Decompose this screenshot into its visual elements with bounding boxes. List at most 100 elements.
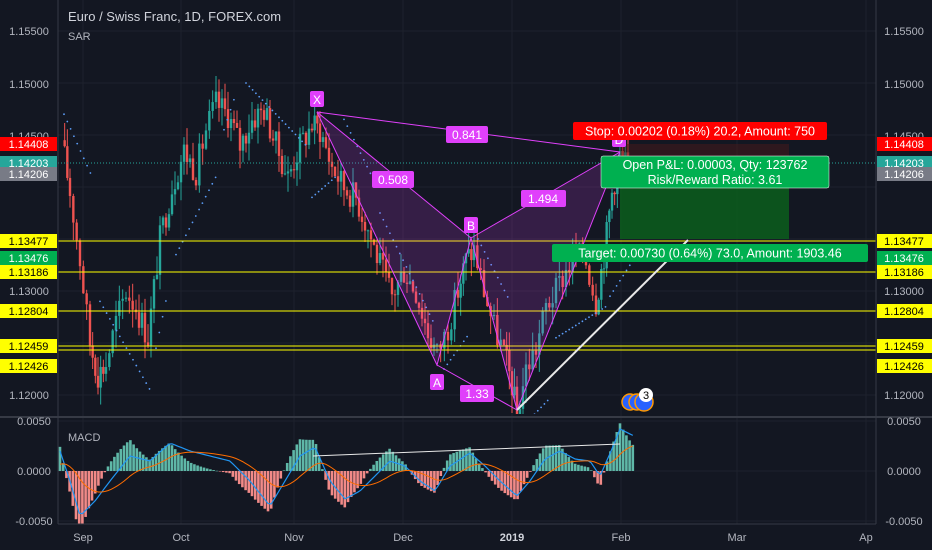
candle[interactable] bbox=[194, 177, 198, 191]
candle[interactable] bbox=[405, 274, 409, 293]
candle[interactable] bbox=[283, 155, 287, 176]
candle[interactable] bbox=[220, 89, 224, 126]
candle[interactable] bbox=[82, 260, 85, 294]
candle[interactable] bbox=[247, 114, 251, 161]
candle[interactable] bbox=[191, 142, 195, 181]
candle[interactable] bbox=[137, 294, 141, 336]
candle[interactable] bbox=[378, 237, 382, 266]
candle[interactable] bbox=[182, 137, 186, 175]
candle[interactable] bbox=[496, 298, 499, 349]
candle[interactable] bbox=[423, 302, 427, 335]
sar-indicator-label[interactable]: SAR bbox=[68, 31, 91, 43]
candle[interactable] bbox=[176, 175, 180, 191]
candle[interactable] bbox=[232, 110, 236, 131]
candle[interactable] bbox=[140, 302, 144, 336]
candle[interactable] bbox=[241, 133, 245, 163]
candle[interactable] bbox=[381, 238, 385, 278]
candle[interactable] bbox=[399, 254, 403, 286]
candle[interactable] bbox=[131, 283, 134, 328]
candle[interactable] bbox=[321, 131, 325, 148]
candle[interactable] bbox=[393, 289, 397, 312]
candle[interactable] bbox=[610, 189, 614, 219]
candle[interactable] bbox=[277, 122, 281, 172]
candle[interactable] bbox=[188, 154, 192, 168]
candle[interactable] bbox=[134, 299, 138, 320]
candle[interactable] bbox=[170, 180, 174, 216]
candle[interactable] bbox=[336, 159, 340, 195]
candle[interactable] bbox=[94, 354, 97, 384]
candle[interactable] bbox=[78, 238, 82, 280]
candle[interactable] bbox=[262, 104, 266, 127]
candle[interactable] bbox=[591, 276, 594, 301]
candle[interactable] bbox=[429, 324, 433, 353]
harmonic-pattern[interactable] bbox=[316, 111, 621, 412]
candle[interactable] bbox=[152, 275, 156, 324]
candle[interactable] bbox=[372, 238, 376, 246]
candle[interactable] bbox=[295, 151, 299, 186]
candle[interactable] bbox=[339, 163, 343, 197]
candle[interactable] bbox=[63, 122, 66, 148]
candle[interactable] bbox=[420, 293, 424, 327]
candle[interactable] bbox=[274, 131, 278, 154]
time-axis[interactable]: Sep Oct Nov Dec 2019 Feb Mar Ap bbox=[73, 532, 873, 544]
candle[interactable] bbox=[149, 296, 153, 358]
candle[interactable] bbox=[143, 298, 147, 359]
candle[interactable] bbox=[357, 189, 361, 222]
candle[interactable] bbox=[161, 215, 165, 234]
candle[interactable] bbox=[387, 253, 391, 283]
candle[interactable] bbox=[459, 274, 462, 316]
candle[interactable] bbox=[75, 219, 78, 250]
candle[interactable] bbox=[313, 104, 316, 145]
candle[interactable] bbox=[271, 129, 275, 146]
candle[interactable] bbox=[450, 322, 453, 345]
candle[interactable] bbox=[223, 83, 227, 117]
candle[interactable] bbox=[600, 263, 603, 309]
candle[interactable] bbox=[608, 208, 611, 239]
candle[interactable] bbox=[351, 168, 355, 218]
candle[interactable] bbox=[426, 310, 430, 346]
candle[interactable] bbox=[316, 111, 319, 134]
candle[interactable] bbox=[118, 285, 121, 329]
level-lines[interactable] bbox=[58, 162, 876, 351]
candle[interactable] bbox=[208, 99, 211, 139]
candle[interactable] bbox=[164, 213, 168, 236]
candles[interactable] bbox=[63, 76, 630, 418]
candle[interactable] bbox=[111, 328, 114, 358]
candle[interactable] bbox=[201, 134, 204, 165]
candle[interactable] bbox=[204, 123, 208, 151]
candle[interactable] bbox=[214, 76, 218, 109]
candle[interactable] bbox=[492, 304, 496, 320]
candle[interactable] bbox=[348, 189, 352, 213]
candle[interactable] bbox=[108, 349, 111, 371]
events-badge[interactable]: 3 bbox=[621, 388, 654, 412]
candle[interactable] bbox=[384, 246, 388, 282]
candle[interactable] bbox=[185, 128, 189, 175]
candle[interactable] bbox=[390, 277, 394, 306]
candle[interactable] bbox=[453, 282, 456, 342]
candle[interactable] bbox=[502, 338, 506, 347]
candle[interactable] bbox=[479, 258, 482, 281]
candle[interactable] bbox=[256, 103, 260, 144]
candle[interactable] bbox=[396, 280, 400, 307]
candle[interactable] bbox=[330, 152, 334, 178]
candle[interactable] bbox=[91, 332, 94, 370]
trend-line[interactable] bbox=[516, 239, 689, 411]
candle[interactable] bbox=[551, 286, 554, 325]
candle[interactable] bbox=[253, 109, 257, 131]
candle[interactable] bbox=[179, 154, 183, 201]
candle[interactable] bbox=[333, 166, 337, 178]
candle[interactable] bbox=[72, 193, 75, 241]
candle[interactable] bbox=[265, 98, 269, 121]
candle[interactable] bbox=[363, 211, 367, 242]
candle[interactable] bbox=[366, 229, 370, 249]
candle[interactable] bbox=[124, 291, 128, 302]
candle[interactable] bbox=[327, 133, 331, 175]
candle[interactable] bbox=[476, 231, 479, 271]
candle[interactable] bbox=[128, 285, 131, 314]
candle[interactable] bbox=[470, 242, 473, 277]
candle[interactable] bbox=[235, 110, 239, 128]
candle[interactable] bbox=[564, 255, 568, 297]
candle[interactable] bbox=[226, 91, 230, 138]
candle[interactable] bbox=[155, 256, 159, 280]
